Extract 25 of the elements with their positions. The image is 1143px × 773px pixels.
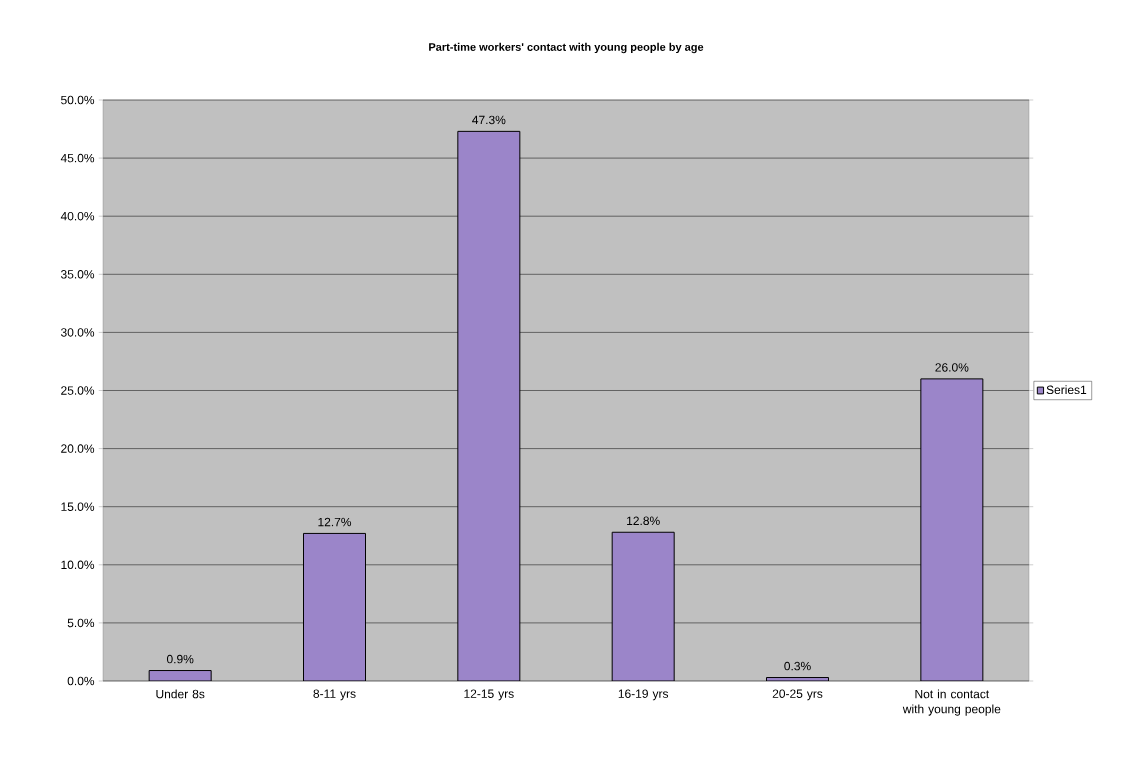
- data-label: 0.9%: [166, 654, 194, 664]
- x-tick-label: 16-19 yrs: [618, 689, 669, 701]
- x-tick-label: Under 8s: [156, 689, 205, 699]
- x-tick-label: 20-25 yrs: [772, 689, 823, 701]
- y-tick-label: 40.0%: [60, 211, 95, 221]
- x-tick-label: Not in contact with young people: [902, 689, 1001, 716]
- y-tick-label: 35.0%: [60, 270, 95, 279]
- data-label: 0.3%: [784, 661, 811, 671]
- data-label: 12.7%: [318, 517, 352, 527]
- x-tick-label: 8-11 yrs: [313, 689, 356, 701]
- data-label: 26.0%: [935, 363, 969, 372]
- y-tick-label: 20.0%: [61, 444, 95, 453]
- data-label: 12.8%: [627, 516, 660, 526]
- y-tick-label: 5.0%: [67, 618, 95, 628]
- y-tick-label: 50.0%: [61, 95, 95, 105]
- y-tick-label: 25.0%: [61, 386, 95, 395]
- y-tick-label: 30.0%: [60, 328, 95, 337]
- data-label: 47.3%: [472, 115, 506, 125]
- y-tick-label: 10.0%: [61, 560, 95, 570]
- x-tick-label: 12-15 yrs: [464, 689, 514, 701]
- legend-label: Series1: [1046, 385, 1087, 395]
- chart-title: Part-time workers' contact with young people by age: [429, 42, 704, 54]
- y-tick-label: 45.0%: [60, 153, 95, 163]
- y-tick-label: 15.0%: [61, 502, 95, 511]
- y-tick-label: 0.0%: [67, 676, 95, 686]
